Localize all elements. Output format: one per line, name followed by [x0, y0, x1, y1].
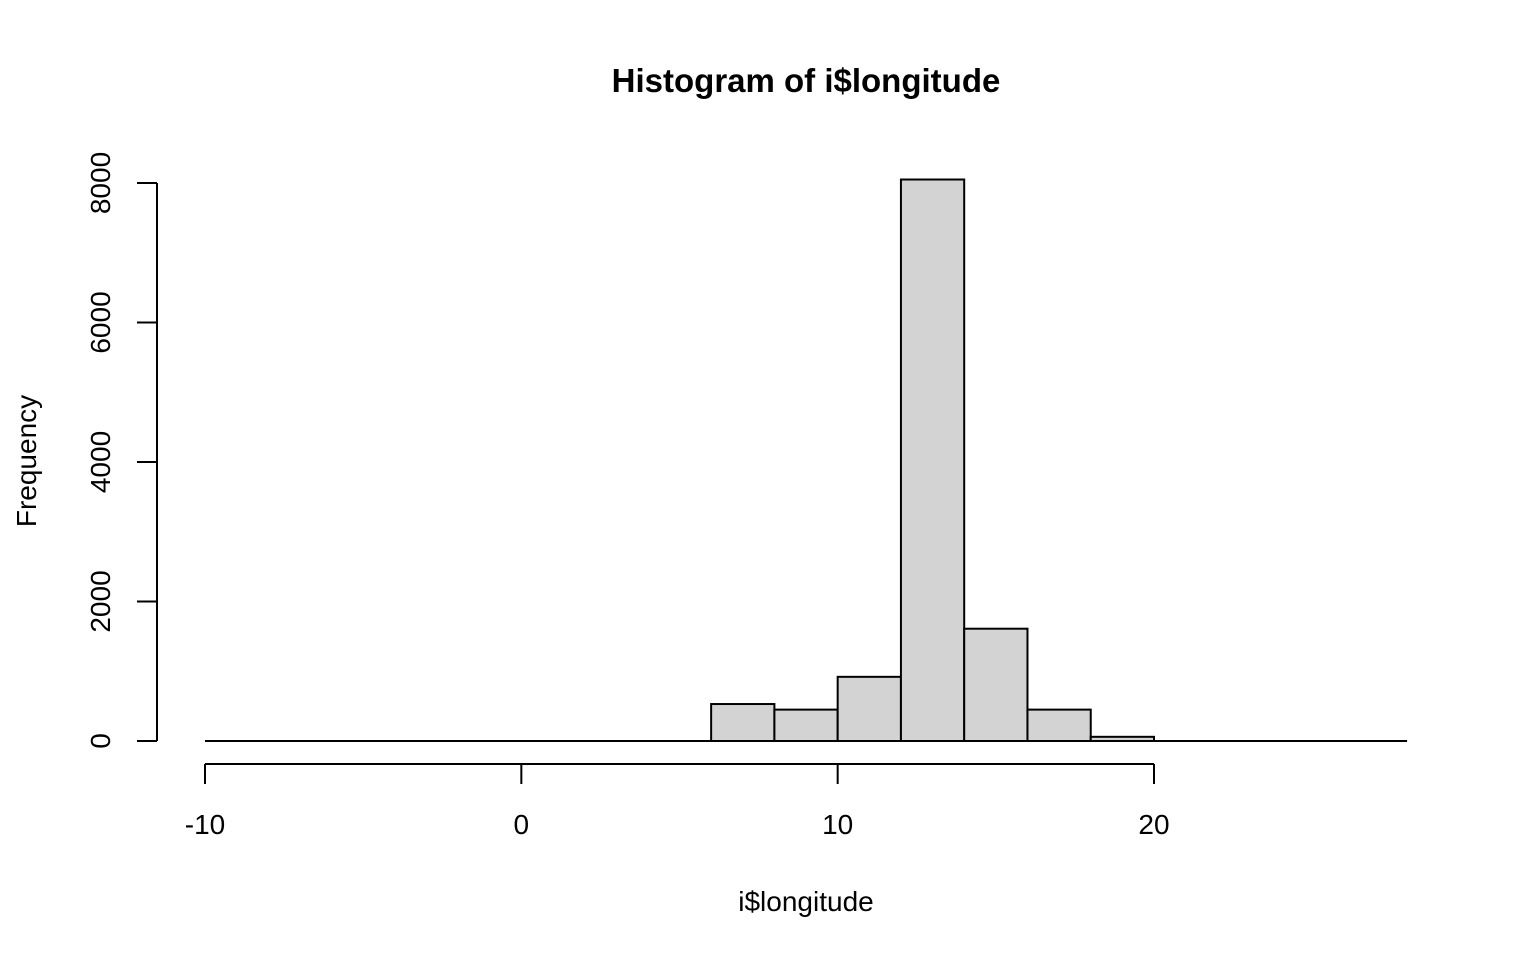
- histogram-bar: [963, 627, 1029, 743]
- x-axis: -10 0 10 20: [185, 763, 1170, 840]
- histogram-bar: [899, 178, 966, 742]
- y-tick-label: 2000: [85, 570, 116, 632]
- x-tick-label: 0: [514, 809, 530, 840]
- histogram-bar: [710, 703, 776, 742]
- histogram-bar: [773, 708, 839, 742]
- histogram-bar: [836, 675, 902, 743]
- y-tick-label: 6000: [85, 291, 116, 353]
- y-tick-label: 8000: [85, 152, 116, 214]
- x-tick-label: 20: [1138, 809, 1169, 840]
- y-tick-label: 4000: [85, 431, 116, 493]
- bars-group: [710, 178, 1155, 743]
- chart-title: Histogram of i$longitude: [612, 62, 1001, 99]
- y-tick-label: 0: [85, 733, 116, 749]
- x-tick-label: 10: [822, 809, 853, 840]
- histogram-bar: [1026, 708, 1092, 742]
- y-axis: 0 2000 4000 6000 8000: [85, 152, 158, 749]
- y-axis-label: Frequency: [11, 395, 42, 527]
- x-axis-label: i$longitude: [738, 886, 873, 917]
- x-tick-label: -10: [185, 809, 225, 840]
